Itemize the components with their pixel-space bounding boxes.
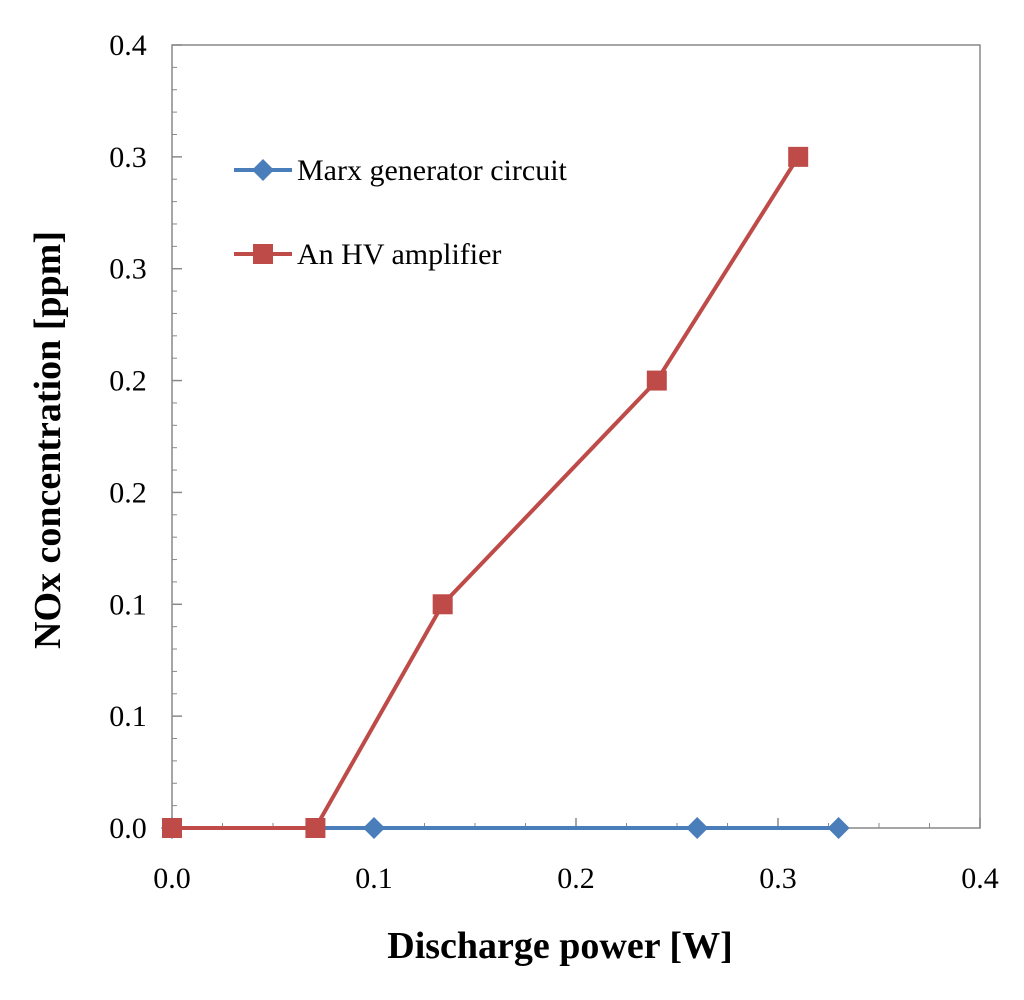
x-tick-label: 0.2 xyxy=(557,862,595,895)
minor-ticks xyxy=(172,66,930,828)
y-axis-title: NOx concentration [ppm] xyxy=(27,231,69,649)
y-tick-label: 0.2 xyxy=(109,476,147,509)
data-point xyxy=(162,818,182,838)
data-point xyxy=(432,594,453,615)
legend-label: An HV amplifier xyxy=(297,238,501,271)
y-tick-labels: 0.0 0.1 0.1 0.2 0.2 0.3 0.3 0.4 xyxy=(109,29,147,845)
data-point xyxy=(686,817,709,839)
y-tick-label: 0.1 xyxy=(109,700,147,733)
major-ticks xyxy=(171,44,981,829)
x-tick-labels: 0.0 0.1 0.2 0.3 0.4 xyxy=(153,862,999,895)
x-tick-label: 0.1 xyxy=(355,862,393,895)
y-tick-label: 0.4 xyxy=(109,29,147,62)
x-axis-title: Discharge power [W] xyxy=(387,925,732,967)
y-tick-label: 0.3 xyxy=(109,253,147,286)
data-point xyxy=(827,817,850,839)
y-tick-label: 0.1 xyxy=(109,588,147,621)
y-tick-label: 0.3 xyxy=(109,141,147,174)
legend-marker xyxy=(252,159,274,181)
data-point xyxy=(646,370,667,391)
y-tick-label: 0.2 xyxy=(109,365,147,398)
x-tick-label: 0.4 xyxy=(961,862,999,895)
data-point xyxy=(788,146,809,167)
data-point xyxy=(363,817,385,839)
y-tick-label: 0.0 xyxy=(109,812,147,845)
legend: Marx generator circuit An HV amplifier xyxy=(234,154,568,271)
data-point xyxy=(305,818,326,838)
legend-label: Marx generator circuit xyxy=(297,154,568,187)
legend-marker xyxy=(253,244,273,264)
legend-entry: Marx generator circuit xyxy=(234,154,568,187)
x-tick-label: 0.3 xyxy=(759,862,797,895)
x-tick-label: 0.0 xyxy=(153,862,191,895)
series-hv-amplifier xyxy=(162,146,809,838)
plot-area xyxy=(171,44,981,829)
series-group xyxy=(161,146,850,839)
legend-entry: An HV amplifier xyxy=(234,238,501,271)
